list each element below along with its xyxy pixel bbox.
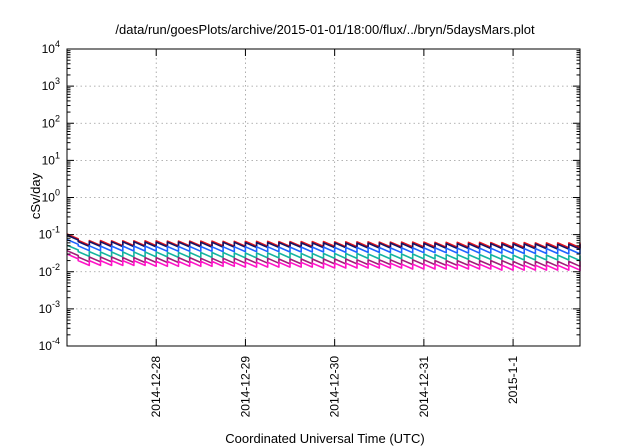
y-tick-exponent: 3 xyxy=(55,76,60,86)
grid-layer xyxy=(67,49,580,346)
y-tick-base: 10 xyxy=(42,153,56,167)
y-tick-exponent: 2 xyxy=(55,113,60,123)
ticks-layer: 10-410-310-210-11001011021031042014-12-2… xyxy=(39,39,580,417)
y-tick-exponent: 0 xyxy=(55,188,60,198)
y-tick-base: 10 xyxy=(42,42,56,56)
x-tick-label: 2014-12-29 xyxy=(238,356,252,418)
y-tick-base: 10 xyxy=(39,302,53,316)
x-axis-label: Coordinated Universal Time (UTC) xyxy=(225,431,424,446)
y-tick-label: 10-3 xyxy=(39,299,60,316)
y-tick-base: 10 xyxy=(39,265,53,279)
x-tick-label: 2014-12-28 xyxy=(149,356,163,418)
y-tick-label: 104 xyxy=(42,39,60,56)
x-tick-label: 2015-1-1 xyxy=(506,356,520,404)
series-line xyxy=(66,244,581,262)
y-tick-exponent: -3 xyxy=(52,299,60,309)
y-tick-base: 10 xyxy=(42,79,56,93)
y-tick-exponent: 1 xyxy=(55,150,60,160)
chart-title: /data/run/goesPlots/archive/2015-01-01/1… xyxy=(115,22,535,37)
y-tick-label: 103 xyxy=(42,76,60,93)
y-tick-exponent: -1 xyxy=(52,225,60,235)
y-tick-exponent: -2 xyxy=(52,262,60,272)
y-tick-base: 10 xyxy=(39,228,53,242)
y-tick-label: 102 xyxy=(42,113,60,130)
series-line xyxy=(66,253,581,272)
series-line xyxy=(66,238,581,255)
y-tick-base: 10 xyxy=(42,116,56,130)
y-axis-label: cSv/day xyxy=(28,172,43,219)
y-tick-exponent: 4 xyxy=(55,39,60,49)
y-tick-base: 10 xyxy=(39,339,53,353)
y-tick-label: 10-4 xyxy=(39,336,60,353)
y-tick-label: 100 xyxy=(42,188,60,205)
series-line xyxy=(66,249,581,268)
y-tick-label: 10-2 xyxy=(39,262,60,279)
series-line xyxy=(66,234,581,250)
series-layer xyxy=(66,233,581,272)
x-tick-label: 2014-12-31 xyxy=(417,356,431,418)
y-tick-base: 10 xyxy=(42,191,56,205)
y-tick-label: 10-1 xyxy=(39,225,60,242)
x-tick-label: 2014-12-30 xyxy=(328,356,342,418)
y-tick-label: 101 xyxy=(42,150,60,167)
y-tick-exponent: -4 xyxy=(52,336,60,346)
